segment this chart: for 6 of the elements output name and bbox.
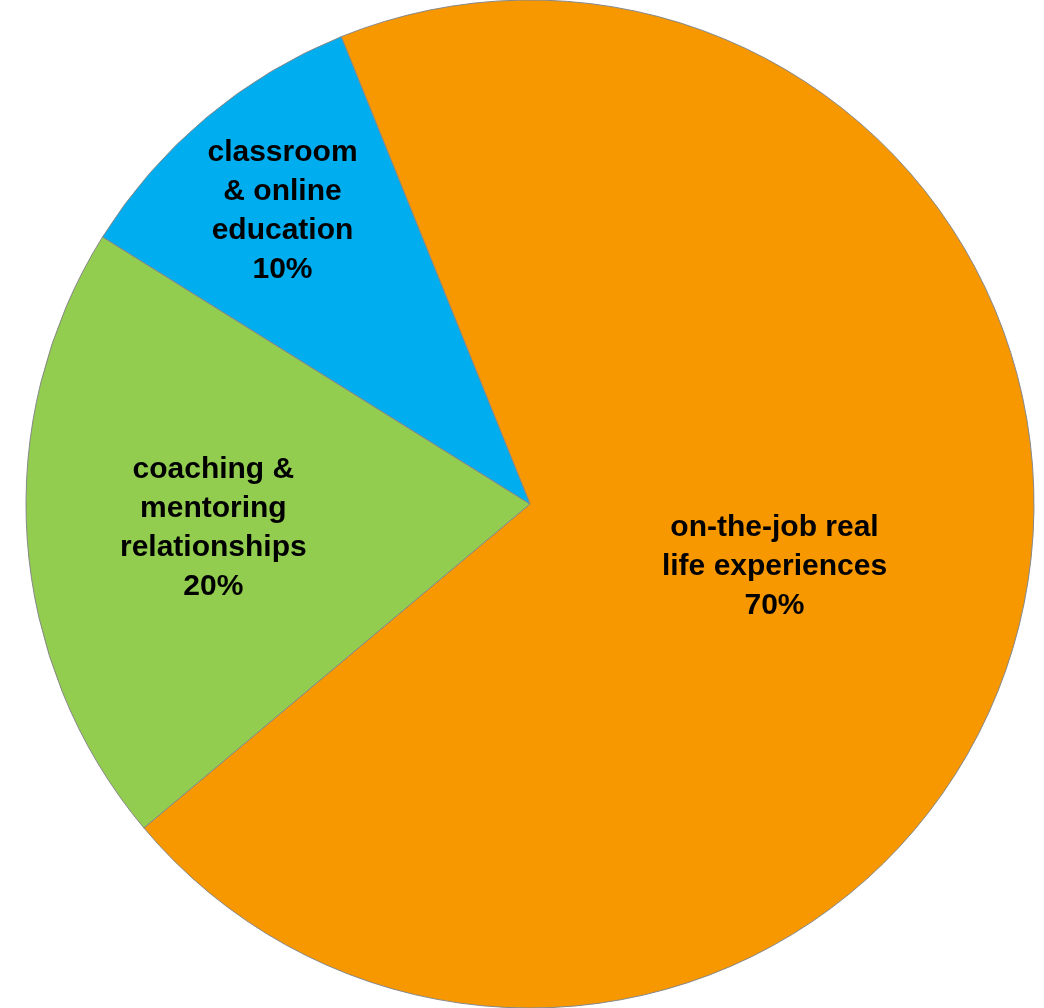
slice-label: coaching & mentoring relationships [119, 451, 307, 563]
data-label: 20% [183, 568, 244, 602]
slice-label: classroom & online education [207, 134, 358, 246]
data-label: 70% [744, 587, 805, 621]
data-label: 10% [252, 251, 313, 285]
slice-label: on-the-job real life experiences [661, 509, 888, 582]
